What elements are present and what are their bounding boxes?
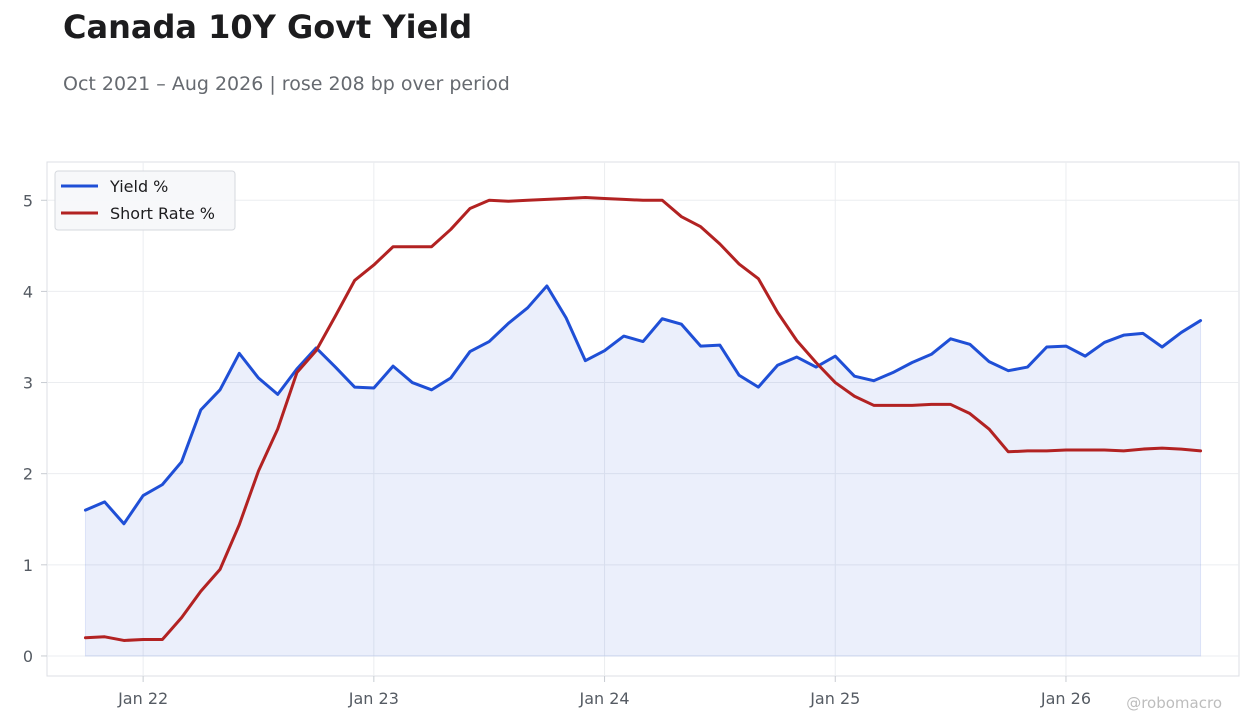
x-tick-label: Jan 24 — [578, 689, 629, 708]
legend-box — [54, 170, 236, 231]
watermark: @robomacro — [1126, 694, 1222, 712]
y-tick-label: 3 — [23, 374, 33, 393]
chart-subtitle: Oct 2021 – Aug 2026 | rose 208 bp over p… — [63, 73, 510, 95]
y-tick-label: 2 — [23, 465, 33, 484]
series-line-short-rate — [83, 196, 1203, 642]
legend-label: Short Rate % — [110, 204, 215, 223]
x-tick-label: Jan 25 — [809, 689, 860, 708]
y-tick-label: 5 — [23, 191, 33, 210]
chart-title: Canada 10Y Govt Yield — [63, 8, 473, 46]
series-line-yield — [83, 284, 1203, 526]
y-tick-label: 1 — [23, 556, 33, 575]
x-tick-label: Jan 22 — [117, 689, 168, 708]
x-tick-label: Jan 23 — [348, 689, 399, 708]
y-tick-label: 4 — [23, 282, 33, 301]
legend-label: Yield % — [109, 177, 168, 196]
y-tick-label: 0 — [23, 647, 33, 666]
plot-frame — [46, 161, 1240, 677]
x-tick-label: Jan 26 — [1040, 689, 1091, 708]
